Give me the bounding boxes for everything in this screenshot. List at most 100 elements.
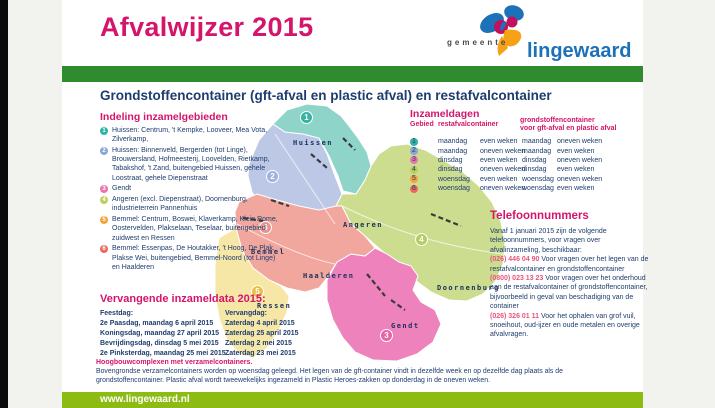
grond-weeks: oneven weken (557, 156, 603, 164)
map-badge-3: 3 (380, 329, 393, 342)
area-text-5: Bemmel: Centrum, Boswei, Klaverkamp, Kle… (112, 216, 278, 242)
vervangdag-cell: Zaterdag 4 april 2015 (225, 320, 295, 327)
list-item: 1 Huissen: Centrum, 't Kempke, Looveer, M… (100, 126, 278, 144)
rest-day: dinsdag (438, 156, 463, 164)
area-badge-6: 6 (100, 245, 108, 254)
feestdag-cell: Bevrijdingsdag, dinsdag 5 mei 2015 (100, 340, 219, 347)
grond-day: maandag (522, 147, 552, 155)
table-row: 3 dinsdag even weken dinsdag oneven weken (410, 156, 617, 165)
table-row: 6 woensdag oneven weken woensdag even weken (410, 184, 617, 193)
map-roads (236, 133, 504, 265)
map-label-doornenburg: Doornenburg (437, 284, 500, 292)
poster-page: Afvalwijzer 2015 gemeente lingewaard Gro… (62, 0, 648, 408)
grond-weeks: even weken (557, 185, 595, 193)
map-region-1 (272, 104, 372, 195)
logo-name-text: lingewaard (527, 40, 632, 62)
rest-weeks: even weken (480, 156, 518, 164)
logo-gemeente-text: gemeente (447, 38, 509, 47)
feestdag-cell: Koningsdag, maandag 27 april 2015 (100, 330, 220, 337)
hoogbouw-note: Hoogbouwcomplexen met verzamelcontainers… (96, 359, 624, 386)
map-badge-1: 1 (300, 111, 313, 124)
rest-day: maandag (438, 147, 468, 155)
map-label-ressen: Ressen (257, 302, 292, 310)
phone-number: (0800) 023 13 23 (490, 275, 544, 283)
area-text-1: Huissen: Centrum, 't Kempke, Looveer, Me… (112, 127, 268, 144)
vervangdag-cell: Zaterdag 23 mei 2015 (225, 350, 296, 357)
municipality-logo: gemeente lingewaard (442, 0, 642, 64)
table-row: 1 maandag even weken maandag oneven weken (410, 137, 617, 146)
map-badge-2: 2 (266, 170, 279, 183)
grond-weeks: oneven weken (557, 138, 603, 146)
table-row: 5 woensdag even weken woensdag oneven weken (410, 175, 617, 184)
gebieden-heading: Indeling inzamelgebieden (100, 111, 228, 123)
map-label-angeren: Angeren (343, 221, 384, 229)
main-heading: Grondstoffencontainer (gft-afval en plas… (100, 88, 552, 103)
phone-text: Voor vragen over het legen van de restaf… (490, 256, 649, 273)
map-railway-dashes (242, 137, 462, 311)
rest-weeks: even weken (480, 175, 518, 183)
area-badge-3: 3 (100, 185, 108, 194)
rest-day: dinsdag (438, 166, 463, 174)
header-green-bar (62, 66, 643, 82)
row-badge: 4 (410, 165, 418, 174)
footer-bar: www.lingewaard.nl (62, 392, 643, 408)
grond-day: woensdag (522, 185, 554, 193)
grond-day: woensdag (522, 175, 554, 183)
list-item: 5 Bemmel: Centrum, Boswei, Klaverkamp, Kl… (100, 215, 278, 243)
row-badge: 2 (410, 147, 418, 156)
vervangdag-cell: Zaterdag 2 mei 2015 (225, 340, 292, 347)
list-item: 2 Huissen: Binnenveld, Bergerden (tot Lin… (100, 146, 278, 183)
butterfly-logo-icon (480, 5, 524, 56)
telefoon-entry: (026) 446 04 90 Voor vragen over het leg… (490, 255, 650, 274)
telefoon-section: Telefoonnummers Vanaf 1 januari 2015 zij… (490, 210, 650, 340)
feestdag-cell: 2e Pinksterdag, maandag 25 mei 2015 (100, 350, 226, 357)
page-title: Afvalwijzer 2015 (100, 12, 314, 42)
map-badge-4: 4 (415, 233, 428, 246)
list-item: 3 Gendt (100, 184, 278, 194)
area-badge-2: 2 (100, 146, 108, 155)
grond-weeks: even weken (557, 166, 595, 174)
grond-day: dinsdag (522, 156, 547, 164)
vervangende-section: Vervangende inzameldata 2015: Feestdag: … (100, 293, 299, 359)
area-badge-4: 4 (100, 196, 108, 205)
area-badge-5: 5 (100, 216, 108, 225)
vervangdag-cell: Zaterdag 25 april 2015 (225, 330, 299, 337)
table-row: 2 maandag oneven weken maandag even weken (410, 146, 617, 156)
col-grondstoffen-line1: grondstoffencontainer (520, 117, 595, 124)
map-badge-6: 6 (259, 221, 272, 234)
rest-weeks: even weken (480, 138, 518, 146)
rest-day: woensdag (438, 175, 470, 183)
collection-areas-map: Huissen Angeren Bemmel Ressen Haalderen … (215, 104, 507, 364)
area-text-6: Bemmel: Essenpas, De Houtakker, 't Hoog,… (112, 245, 276, 271)
col-vervangdag: Vervangdag: (225, 310, 268, 317)
note-body: Bovengrondse verzamelcontainers worden o… (96, 368, 563, 385)
map-region-3 (326, 247, 442, 362)
rest-weeks: oneven weken (480, 147, 526, 155)
map-label-haalderen: Haalderen (303, 272, 355, 280)
phone-text: Voor vragen over het onderhoud aan de re… (490, 275, 648, 311)
map-label-gendt: Gendt (391, 322, 420, 330)
list-item: 4 Angeren (excl. Diepenstraat), Doornenbu… (100, 195, 278, 213)
col-feestdag: Feestdag: (100, 310, 134, 317)
footer-url: www.lingewaard.nl (100, 394, 190, 405)
feestdag-cell: 2e Paasdag, maandag 6 april 2015 (100, 320, 214, 327)
grond-weeks: oneven weken (557, 175, 603, 183)
map-label-bemmel: Bemmel (251, 248, 286, 256)
grond-weeks: even weken (557, 147, 595, 155)
vervangende-table: Feestdag: Vervangdag: 2e Paasdag, maanda… (100, 309, 299, 359)
map-badge-5: 5 (251, 285, 264, 298)
row-badge: 6 (410, 184, 418, 193)
map-label-huissen: Huissen (293, 139, 334, 147)
inzameldagen-heading: Inzameldagen (410, 108, 480, 120)
telefoon-intro: Vanaf 1 januari 2015 zijn de volgende te… (490, 228, 607, 254)
phone-text: Voor het ophalen van grof vuil, snoeihou… (490, 312, 640, 339)
note-heading: Hoogbouwcomplexen met verzamelcontainers… (96, 359, 253, 366)
table-row: 4 dinsdag oneven weken dinsdag even weken (410, 165, 617, 174)
col-gebied: Gebied (410, 121, 434, 128)
grond-day: dinsdag (522, 166, 547, 174)
row-badge: 3 (410, 156, 418, 165)
phone-number: (026) 446 04 90 (490, 256, 540, 264)
col-restafval: restafvalcontainer (438, 121, 499, 128)
rest-weeks: oneven weken (480, 166, 526, 174)
